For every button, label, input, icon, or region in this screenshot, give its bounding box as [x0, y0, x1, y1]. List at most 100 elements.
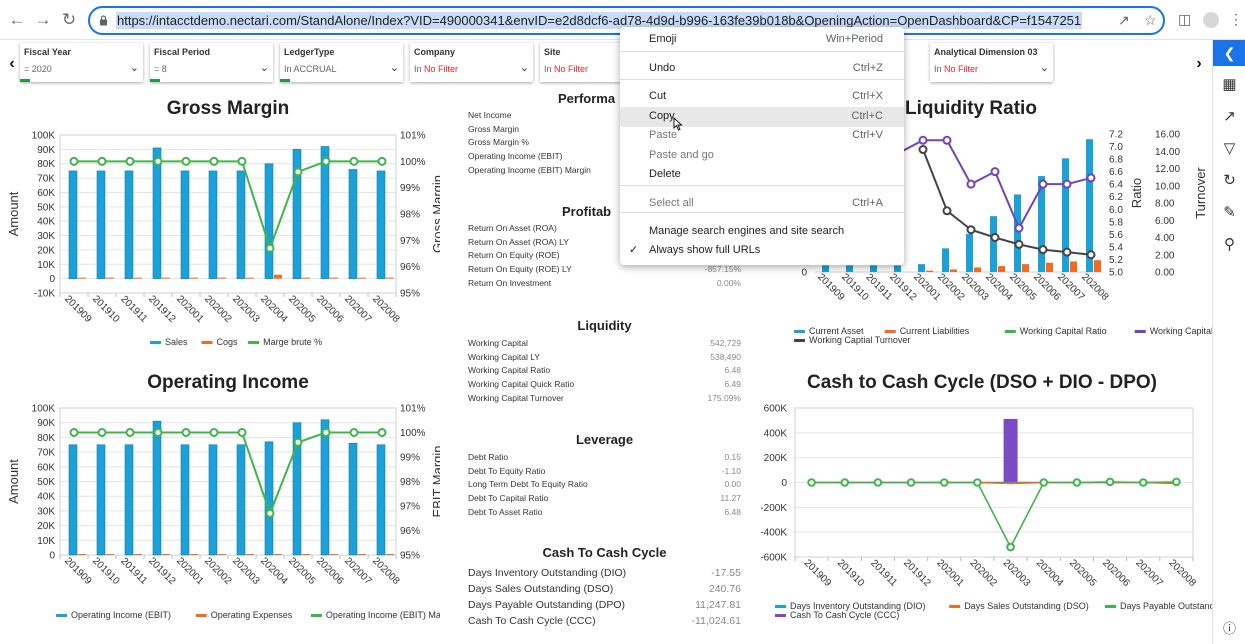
bar[interactable] [162, 554, 170, 555]
refresh-icon[interactable]: ↻ [1223, 172, 1236, 189]
bar[interactable] [106, 554, 114, 555]
bar[interactable] [1038, 176, 1045, 272]
data-point[interactable] [1062, 247, 1072, 257]
bar[interactable] [124, 170, 134, 279]
bar[interactable] [124, 444, 134, 556]
data-point[interactable] [942, 135, 952, 145]
bar[interactable] [246, 277, 254, 279]
data-point[interactable] [153, 428, 163, 437]
menu-item-cut[interactable]: Cut Ctrl+X [620, 87, 904, 107]
bar[interactable] [358, 277, 366, 279]
bar[interactable] [78, 277, 86, 279]
bar[interactable] [1094, 260, 1101, 272]
bar[interactable] [376, 170, 386, 279]
bar[interactable] [180, 170, 190, 279]
bar[interactable] [320, 419, 330, 556]
bar[interactable] [68, 170, 78, 279]
bar[interactable] [1070, 261, 1077, 272]
bar[interactable] [348, 169, 358, 279]
data-point[interactable] [990, 233, 1000, 242]
bar[interactable] [330, 554, 338, 555]
data-point[interactable] [1086, 250, 1096, 260]
bar[interactable] [822, 265, 829, 272]
data-point[interactable] [265, 508, 275, 518]
data-point[interactable] [209, 428, 219, 437]
data-point[interactable] [181, 428, 191, 437]
bar[interactable] [330, 277, 338, 279]
menu-item-emoji[interactable]: Emoji Win+Period [620, 30, 904, 50]
bar[interactable] [894, 265, 901, 272]
scroll-left-icon[interactable]: ‹ [9, 55, 15, 72]
data-point[interactable] [293, 437, 303, 447]
bar[interactable] [218, 277, 226, 279]
menu-item-undo[interactable]: Undo Ctrl+Z [620, 59, 904, 79]
bar[interactable] [974, 267, 981, 272]
data-point[interactable] [966, 179, 976, 189]
bar[interactable] [152, 420, 162, 556]
bar[interactable] [246, 554, 254, 555]
data-point[interactable] [966, 225, 976, 235]
data-point[interactable] [209, 156, 219, 166]
bar[interactable] [998, 266, 1005, 272]
bar[interactable] [358, 554, 366, 555]
bar[interactable] [846, 265, 853, 272]
menu-item-delete[interactable]: Delete [620, 165, 904, 185]
data-point[interactable] [69, 428, 79, 437]
scroll-right-icon[interactable]: › [1196, 55, 1202, 72]
data-point[interactable] [153, 156, 163, 166]
data-point[interactable] [1086, 173, 1096, 183]
bar[interactable] [918, 264, 925, 272]
bar[interactable] [134, 554, 142, 555]
data-point[interactable] [918, 135, 928, 145]
filter-analytical-dimension-03[interactable]: Analytical Dimension 03 In No Filter ⌄ [930, 43, 1053, 82]
data-point[interactable] [840, 478, 850, 487]
bar[interactable] [106, 277, 114, 279]
url-text[interactable]: https://intacctdemo.nectari.com/StandAlo… [116, 12, 1083, 29]
bar[interactable] [96, 170, 106, 279]
data-point[interactable] [125, 156, 135, 166]
data-point[interactable] [973, 478, 982, 487]
data-point[interactable] [1138, 478, 1148, 487]
data-point[interactable] [181, 156, 191, 166]
bar[interactable] [320, 146, 330, 279]
edit-icon[interactable]: ✎ [1223, 204, 1236, 221]
bar[interactable] [274, 274, 282, 279]
data-point[interactable] [125, 428, 135, 437]
data-point[interactable] [377, 156, 387, 166]
star-icon[interactable]: ☆ [1144, 12, 1157, 28]
menu-item-select-all[interactable]: Select all Ctrl+A [620, 194, 904, 214]
bar[interactable] [376, 444, 386, 556]
bar[interactable] [236, 444, 246, 556]
bar[interactable] [208, 444, 218, 556]
data-point[interactable] [265, 243, 275, 253]
menu-item-paste-and-go[interactable]: Paste and go [620, 146, 904, 166]
bar[interactable] [942, 248, 949, 272]
filter-icon[interactable]: ▽ [1223, 140, 1236, 157]
bar[interactable] [152, 147, 162, 279]
profile-icon[interactable] [1203, 12, 1219, 28]
bar[interactable] [264, 441, 274, 556]
bar[interactable] [1046, 262, 1053, 272]
data-point[interactable] [906, 478, 916, 487]
bar[interactable] [386, 554, 394, 555]
data-point[interactable] [1014, 223, 1024, 233]
data-point[interactable] [237, 428, 247, 437]
data-point[interactable] [1014, 239, 1024, 249]
data-point[interactable] [321, 156, 331, 166]
menu-item-copy[interactable]: Copy Ctrl+C [620, 107, 904, 127]
data-point[interactable] [97, 428, 107, 437]
bar[interactable] [190, 277, 198, 279]
pin-icon[interactable]: ⚲ [1224, 236, 1235, 253]
bar[interactable] [292, 149, 302, 279]
bar[interactable] [1022, 264, 1029, 272]
menu-item-paste[interactable]: Paste Ctrl+V [620, 126, 904, 146]
data-point[interactable] [873, 478, 883, 487]
bar[interactable] [348, 442, 358, 556]
bar[interactable] [870, 265, 877, 272]
data-point[interactable] [942, 206, 952, 216]
data-point[interactable] [807, 478, 816, 487]
bar[interactable] [990, 216, 997, 272]
menu-item-manage-search-engines-and-site-search[interactable]: Manage search engines and site search [620, 222, 904, 242]
filter-ledgertype[interactable]: LedgerType In ACCRUAL ⌄ [280, 43, 403, 82]
bar[interactable] [236, 170, 246, 279]
